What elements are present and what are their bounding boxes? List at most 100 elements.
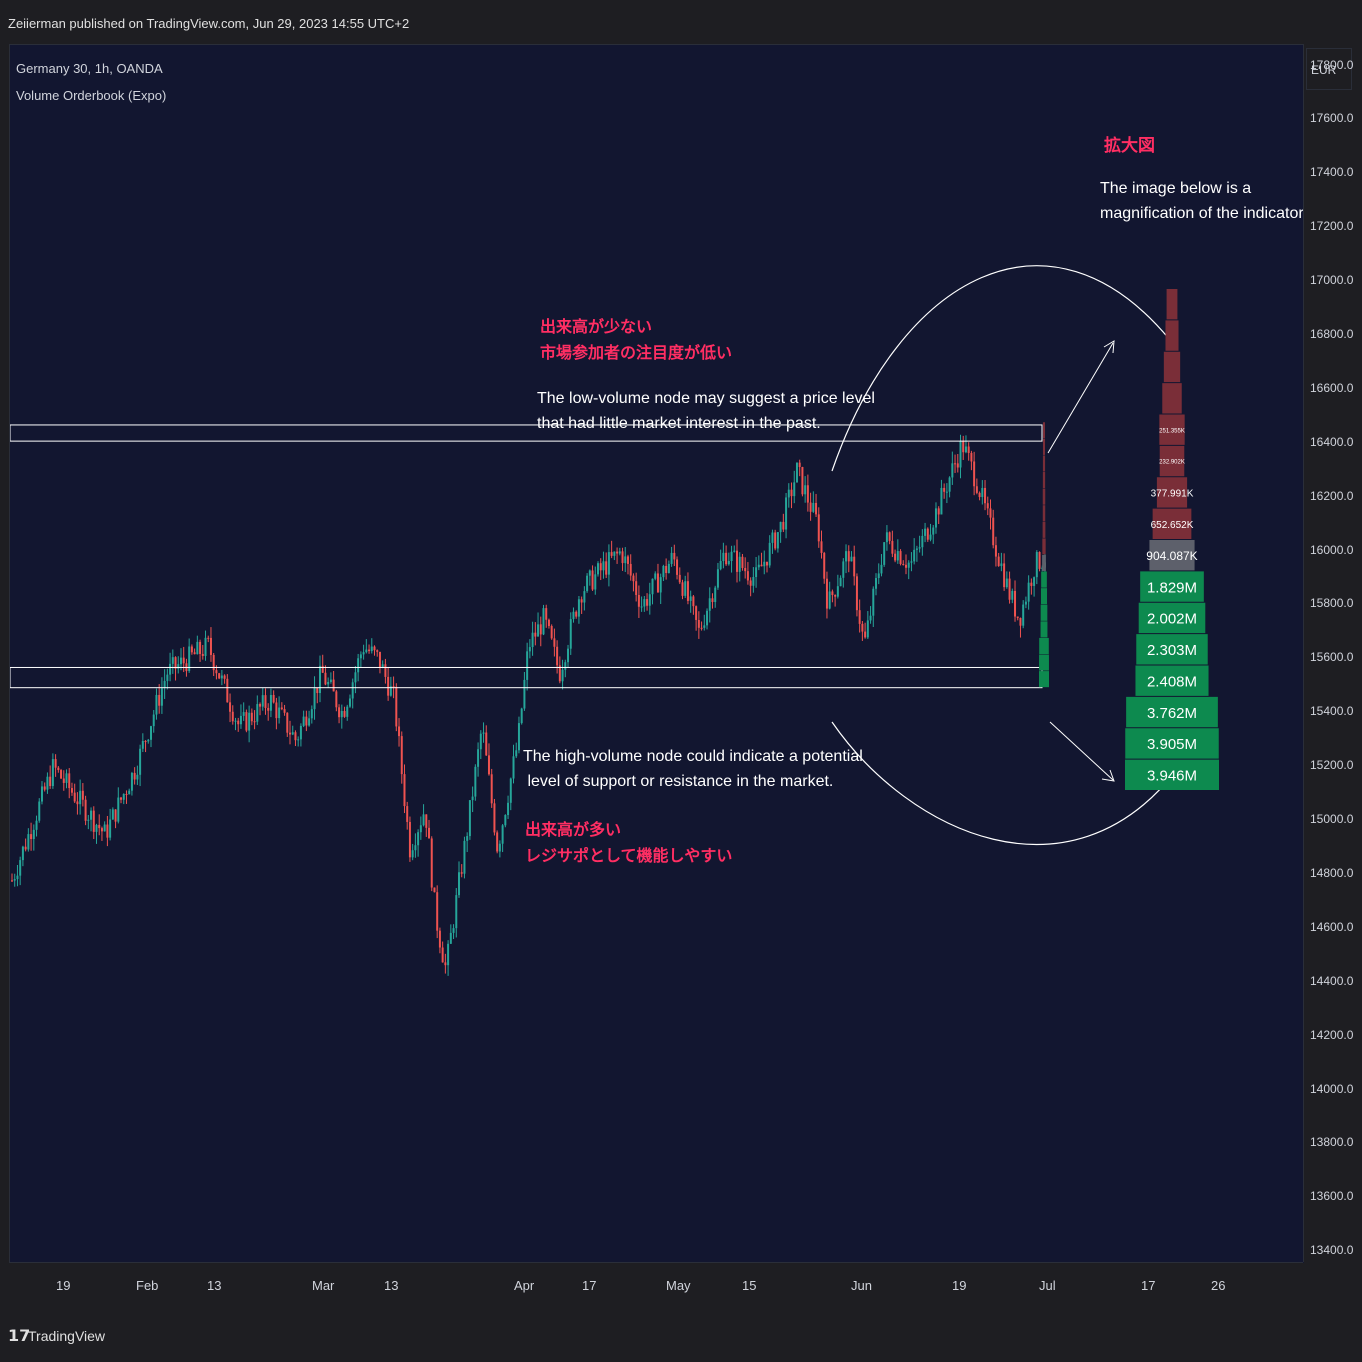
candle-body bbox=[90, 810, 93, 820]
candle-body bbox=[166, 674, 169, 681]
candlestick-chart[interactable]: Germany 30, 1h, OANDA Volume Orderbook (… bbox=[10, 45, 1304, 1263]
volume-level-bar bbox=[1140, 571, 1204, 602]
candle-body bbox=[95, 824, 98, 832]
candle-body bbox=[820, 541, 823, 553]
candle-body bbox=[804, 485, 807, 495]
candle-body bbox=[419, 825, 422, 833]
candle-body bbox=[136, 774, 139, 780]
candle-body bbox=[932, 527, 935, 535]
candle-body bbox=[329, 679, 332, 682]
candle-body bbox=[267, 707, 270, 711]
indicator-small-histogram bbox=[1039, 422, 1049, 688]
candle-body bbox=[32, 829, 35, 840]
candle-body bbox=[640, 606, 643, 608]
candle-body bbox=[120, 797, 123, 800]
time-tick-label: Jun bbox=[851, 1278, 872, 1293]
price-tick-label: 14200.0 bbox=[1310, 1027, 1354, 1042]
candle-body bbox=[872, 588, 875, 616]
publisher-line: Zeiierman published on TradingView.com, … bbox=[8, 16, 410, 31]
chart-pane[interactable]: Germany 30, 1h, OANDA Volume Orderbook (… bbox=[9, 44, 1307, 1263]
candle-body bbox=[340, 711, 343, 718]
low-volume-zone-box bbox=[10, 424, 1043, 442]
price-tick-label: 16000.0 bbox=[1310, 542, 1354, 557]
candle-body bbox=[695, 606, 698, 620]
candle-body bbox=[902, 563, 905, 565]
candle-body bbox=[507, 802, 510, 816]
candle-body bbox=[62, 778, 65, 783]
candle-body bbox=[542, 608, 545, 635]
candle-body bbox=[662, 565, 665, 578]
candle-body bbox=[209, 637, 212, 655]
candle-body bbox=[100, 828, 103, 832]
candle-body bbox=[697, 619, 700, 628]
candle-body bbox=[182, 657, 185, 664]
candle-body bbox=[212, 654, 215, 671]
candle-body bbox=[967, 446, 970, 453]
candle-body bbox=[591, 570, 594, 590]
candle-body bbox=[700, 627, 703, 629]
candle-body bbox=[904, 564, 907, 568]
candle-body bbox=[561, 669, 564, 682]
candle-body bbox=[1030, 582, 1033, 586]
candle-body bbox=[831, 591, 834, 596]
candle-body bbox=[368, 649, 371, 652]
candle-body bbox=[880, 564, 883, 574]
candle-body bbox=[43, 786, 46, 790]
time-axis[interactable]: 19 Feb 13 Mar 13 Apr 17 May 15 Jun 19 Jul 17 26 bbox=[9, 1262, 1303, 1307]
candle-body bbox=[264, 695, 267, 708]
currency-box[interactable]: EUR bbox=[1306, 48, 1352, 90]
candle-body bbox=[861, 623, 864, 632]
price-tick-label: 16800.0 bbox=[1310, 327, 1354, 342]
candle-body bbox=[877, 573, 880, 579]
candle-body bbox=[553, 638, 556, 647]
price-tick-label: 16600.0 bbox=[1310, 380, 1354, 395]
candle-body bbox=[250, 712, 253, 722]
candle-body bbox=[449, 932, 452, 944]
candle-body bbox=[659, 577, 662, 593]
candle-body bbox=[586, 575, 589, 592]
candle-body bbox=[223, 675, 226, 679]
candle-body bbox=[414, 845, 417, 851]
candle-body bbox=[482, 732, 485, 734]
mini-volume-bar bbox=[1042, 521, 1046, 538]
candle-body bbox=[757, 564, 760, 568]
candle-body bbox=[940, 487, 943, 515]
candle-body bbox=[795, 462, 798, 483]
candle-body bbox=[498, 843, 501, 852]
candle-body bbox=[147, 739, 150, 742]
candle-body bbox=[959, 441, 962, 468]
candle-body bbox=[913, 549, 916, 562]
candle-body bbox=[493, 803, 496, 833]
candle-body bbox=[539, 624, 542, 635]
candle-body bbox=[54, 759, 57, 768]
volume-level-bar bbox=[1135, 665, 1209, 696]
candle-body bbox=[57, 767, 60, 771]
volume-level-label: 3.946M bbox=[1147, 768, 1197, 785]
mini-volume-bar bbox=[1042, 554, 1046, 572]
lower-curve bbox=[831, 721, 1176, 845]
candle-body bbox=[746, 571, 749, 581]
price-axis[interactable]: EUR 17800.0 17600.0 17400.0 17200.0 17000.0 1… bbox=[1303, 44, 1354, 1262]
volume-level-bar bbox=[1165, 320, 1179, 351]
candle-body bbox=[256, 704, 259, 722]
time-tick-label: 17 bbox=[1141, 1278, 1156, 1293]
candle-body bbox=[896, 551, 899, 561]
candle-body bbox=[921, 535, 924, 548]
candle-body bbox=[531, 632, 534, 648]
volume-level-bar bbox=[1125, 759, 1219, 790]
price-tick-label: 17600.0 bbox=[1310, 111, 1354, 126]
candle-body bbox=[338, 707, 341, 718]
candle-body bbox=[981, 487, 984, 498]
candle-body bbox=[550, 626, 553, 639]
candle-body bbox=[384, 664, 387, 677]
candle-body bbox=[1016, 616, 1019, 618]
candle-body bbox=[65, 773, 68, 783]
candle-body bbox=[122, 794, 125, 800]
candle-body bbox=[547, 619, 550, 627]
candle-body bbox=[667, 563, 670, 574]
candle-body bbox=[681, 582, 684, 596]
candle-body bbox=[534, 632, 537, 637]
candle-body bbox=[114, 809, 117, 822]
candle-body bbox=[359, 654, 362, 659]
price-tick-label: 17200.0 bbox=[1310, 219, 1354, 234]
